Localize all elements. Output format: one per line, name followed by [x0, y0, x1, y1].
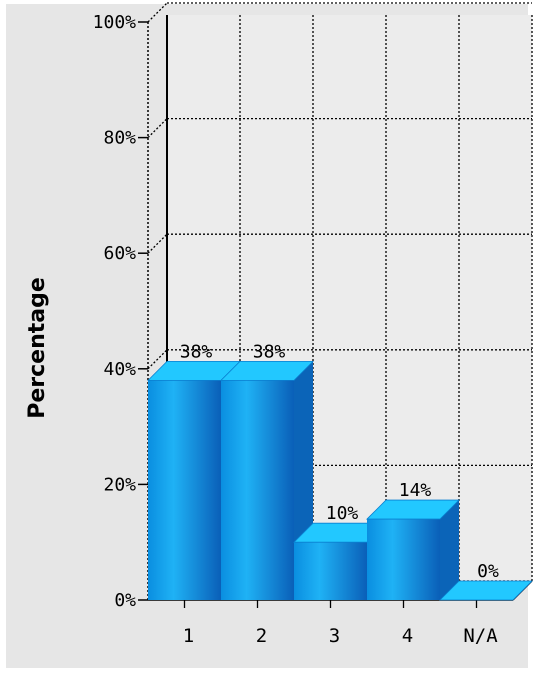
y-tick-label: 100% [93, 12, 137, 33]
data-label: 38% [180, 341, 213, 362]
data-label: 10% [326, 503, 359, 524]
y-axis-title: Percentage [25, 277, 50, 419]
data-label: 14% [399, 480, 432, 501]
y-tick-label: 20% [103, 474, 136, 495]
bar-front [294, 542, 367, 600]
data-label: 0% [477, 561, 499, 582]
bar-front [367, 519, 440, 600]
data-label: 38% [253, 341, 286, 362]
y-tick-label: 0% [114, 590, 136, 611]
bar-front [148, 380, 221, 600]
x-tick-label: 4 [402, 625, 413, 647]
x-tick-label: 1 [183, 625, 194, 647]
bar-4 [367, 500, 459, 600]
x-tick-label: N/A [463, 625, 498, 647]
y-tick-label: 60% [103, 243, 136, 264]
x-tick-label: 2 [256, 625, 267, 647]
y-tick-label: 40% [103, 359, 136, 380]
bar-front [221, 380, 294, 600]
x-tick-label: 3 [329, 625, 340, 647]
y-tick-label: 80% [103, 128, 136, 149]
